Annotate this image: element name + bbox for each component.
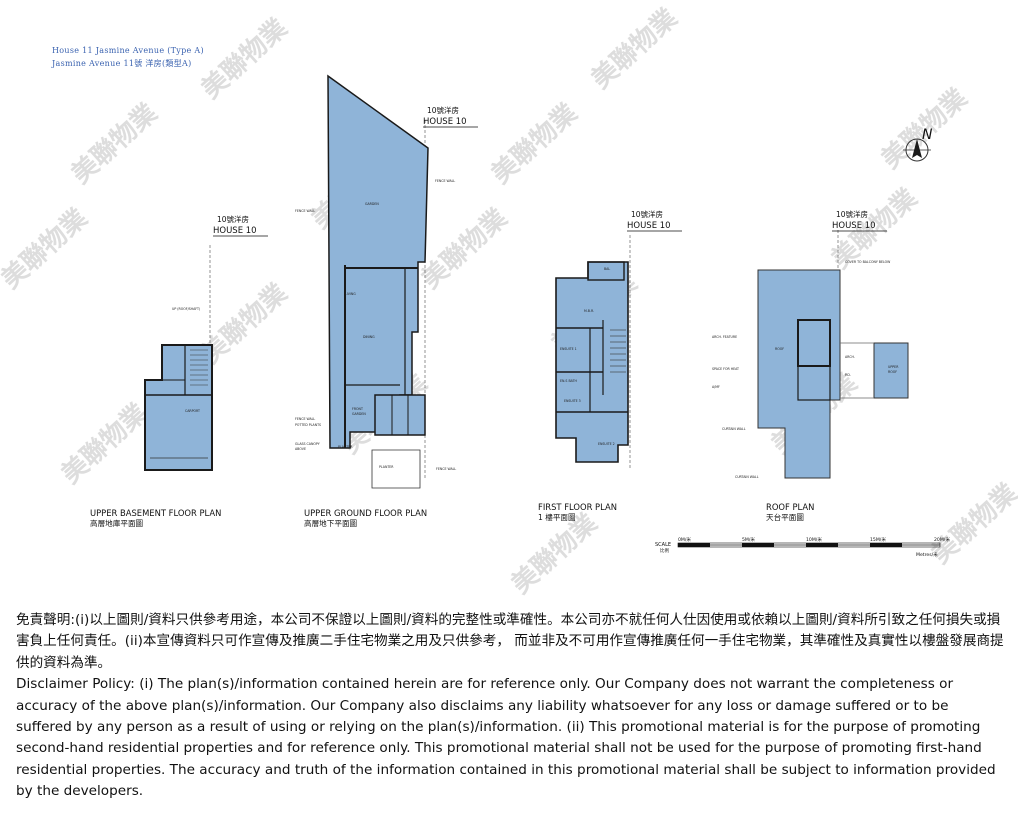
scale-mark-label: 0M/米 bbox=[678, 536, 691, 543]
disclaimer-block: 免責聲明:(i)以上圖則/資料只供參考用途，本公司不保證以上圖則/資料的完整性或… bbox=[16, 610, 1006, 803]
plan-title-cn: 天台平面圖 bbox=[766, 512, 804, 522]
svg-text:CARPORT: CARPORT bbox=[185, 409, 200, 413]
svg-text:FENCE WALL: FENCE WALL bbox=[295, 209, 315, 213]
svg-text:UPPER: UPPER bbox=[888, 365, 899, 369]
svg-text:GARDEN: GARDEN bbox=[352, 412, 366, 416]
house-tag-en: HOUSE 10 bbox=[627, 221, 671, 231]
plan-title-cn: 高層地庫平面圖 bbox=[90, 518, 143, 528]
svg-text:ARCH. FEATURE: ARCH. FEATURE bbox=[712, 335, 737, 339]
floor-plan-sheet: House 11 Jasmine Avenue (Type A) Jasmine… bbox=[0, 2, 1018, 600]
watermark-text: 美聯物業 bbox=[485, 97, 583, 190]
watermark-text: 美聯物業 bbox=[925, 477, 1018, 570]
plan-title-en: UPPER BASEMENT FLOOR PLAN bbox=[90, 508, 221, 518]
svg-text:POTTED PLANTS: POTTED PLANTS bbox=[295, 423, 321, 427]
svg-text:BAL: BAL bbox=[604, 267, 610, 271]
scale-mark-label: 10M/米 bbox=[806, 536, 822, 543]
svg-text:FENCE WALL: FENCE WALL bbox=[435, 179, 455, 183]
svg-text:GLASS CANOPY: GLASS CANOPY bbox=[295, 442, 320, 446]
svg-text:COVER TO BALCONY BELOW: COVER TO BALCONY BELOW bbox=[845, 260, 891, 264]
svg-text:A/MF: A/MF bbox=[712, 385, 720, 389]
watermark-text: 美聯物業 bbox=[195, 12, 293, 105]
plan-header-cn: Jasmine Avenue 11號 洋房(類型A) bbox=[52, 59, 192, 68]
svg-text:GARDEN: GARDEN bbox=[365, 202, 379, 206]
svg-text:CURTAIN WALL: CURTAIN WALL bbox=[722, 427, 746, 431]
svg-text:PLANTER: PLANTER bbox=[379, 465, 394, 469]
upper-basement-floor-plan bbox=[144, 245, 213, 471]
watermark-text: 美聯物業 bbox=[585, 2, 683, 95]
first-floor-plan bbox=[555, 235, 631, 470]
svg-text:ARCH.: ARCH. bbox=[845, 355, 855, 359]
watermark-text: 美聯物業 bbox=[415, 202, 513, 295]
disclaimer-en: Disclaimer Policy: (i) The plan(s)/infor… bbox=[16, 676, 996, 800]
scale-label-cn: 比例 bbox=[660, 547, 669, 554]
disclaimer-cn: 免責聲明:(i)以上圖則/資料只供參考用途，本公司不保證以上圖則/資料的完整性或… bbox=[16, 612, 1004, 671]
scale-mark-label: 20M/米 bbox=[934, 536, 950, 543]
svg-text:ROOF: ROOF bbox=[888, 370, 897, 374]
house-tag-en: HOUSE 10 bbox=[213, 226, 257, 236]
compass-north-label: N bbox=[922, 127, 933, 143]
plan-title-en: FIRST FLOOR PLAN bbox=[538, 502, 617, 512]
svg-text:UP (ROOF/SHAFT): UP (ROOF/SHAFT) bbox=[172, 307, 200, 311]
svg-text:ENSUITE 3: ENSUITE 3 bbox=[564, 399, 581, 403]
upper-ground-floor-plan bbox=[327, 74, 429, 489]
scale-label: SCALE bbox=[655, 542, 671, 548]
svg-text:EN.S BATH: EN.S BATH bbox=[560, 379, 578, 383]
roof-plan bbox=[757, 230, 909, 479]
svg-text:P.D.: P.D. bbox=[845, 373, 851, 377]
plan-title-en: ROOF PLAN bbox=[766, 502, 814, 512]
svg-text:FENCE WALL: FENCE WALL bbox=[295, 417, 315, 421]
svg-text:ROOF: ROOF bbox=[775, 347, 784, 351]
plan-title-cn: 高層地下平面圖 bbox=[304, 518, 357, 528]
scale-mark-label: 15M/米 bbox=[870, 536, 886, 543]
house-tag-cn: 10號洋房 bbox=[427, 105, 459, 115]
plan-title-cn: 1 樓平面圖 bbox=[538, 512, 576, 522]
house-tag-cn: 10號洋房 bbox=[631, 209, 663, 219]
svg-text:ENSUITE 2: ENSUITE 2 bbox=[598, 442, 615, 446]
scale-mark-label: 5M/米 bbox=[742, 536, 755, 543]
svg-text:DINING: DINING bbox=[363, 335, 375, 339]
svg-text:ENSUITE 1: ENSUITE 1 bbox=[560, 347, 577, 351]
svg-text:M.B.R.: M.B.R. bbox=[584, 309, 594, 313]
plan-header-en: House 11 Jasmine Avenue (Type A) bbox=[52, 46, 204, 55]
svg-text:CURTAIN WALL: CURTAIN WALL bbox=[735, 475, 759, 479]
svg-text:FRONT: FRONT bbox=[352, 407, 363, 411]
house-tag-cn: 10號洋房 bbox=[217, 214, 249, 224]
house-tag-en: HOUSE 10 bbox=[423, 117, 467, 127]
svg-text:ABOVE: ABOVE bbox=[295, 447, 306, 451]
svg-text:PLANTER: PLANTER bbox=[338, 445, 353, 449]
plan-title-en: UPPER GROUND FLOOR PLAN bbox=[304, 508, 427, 518]
scale-unit-label: Metres/米 bbox=[916, 551, 938, 558]
watermark-text: 美聯物業 bbox=[0, 202, 93, 295]
house-tag-en: HOUSE 10 bbox=[832, 221, 876, 231]
svg-text:FENCE WALL: FENCE WALL bbox=[436, 467, 456, 471]
svg-text:LIVING: LIVING bbox=[345, 292, 356, 296]
watermark-text: 美聯物業 bbox=[55, 397, 153, 490]
north-compass: N bbox=[903, 127, 933, 162]
house-tag-cn: 10號洋房 bbox=[836, 209, 868, 219]
svg-text:SPACE FOR HEAT: SPACE FOR HEAT bbox=[712, 367, 739, 371]
watermark-text: 美聯物業 bbox=[65, 97, 163, 190]
plan-annotations: CARPORT LIVING GARDEN DINING FRONT GARDE… bbox=[172, 179, 899, 479]
